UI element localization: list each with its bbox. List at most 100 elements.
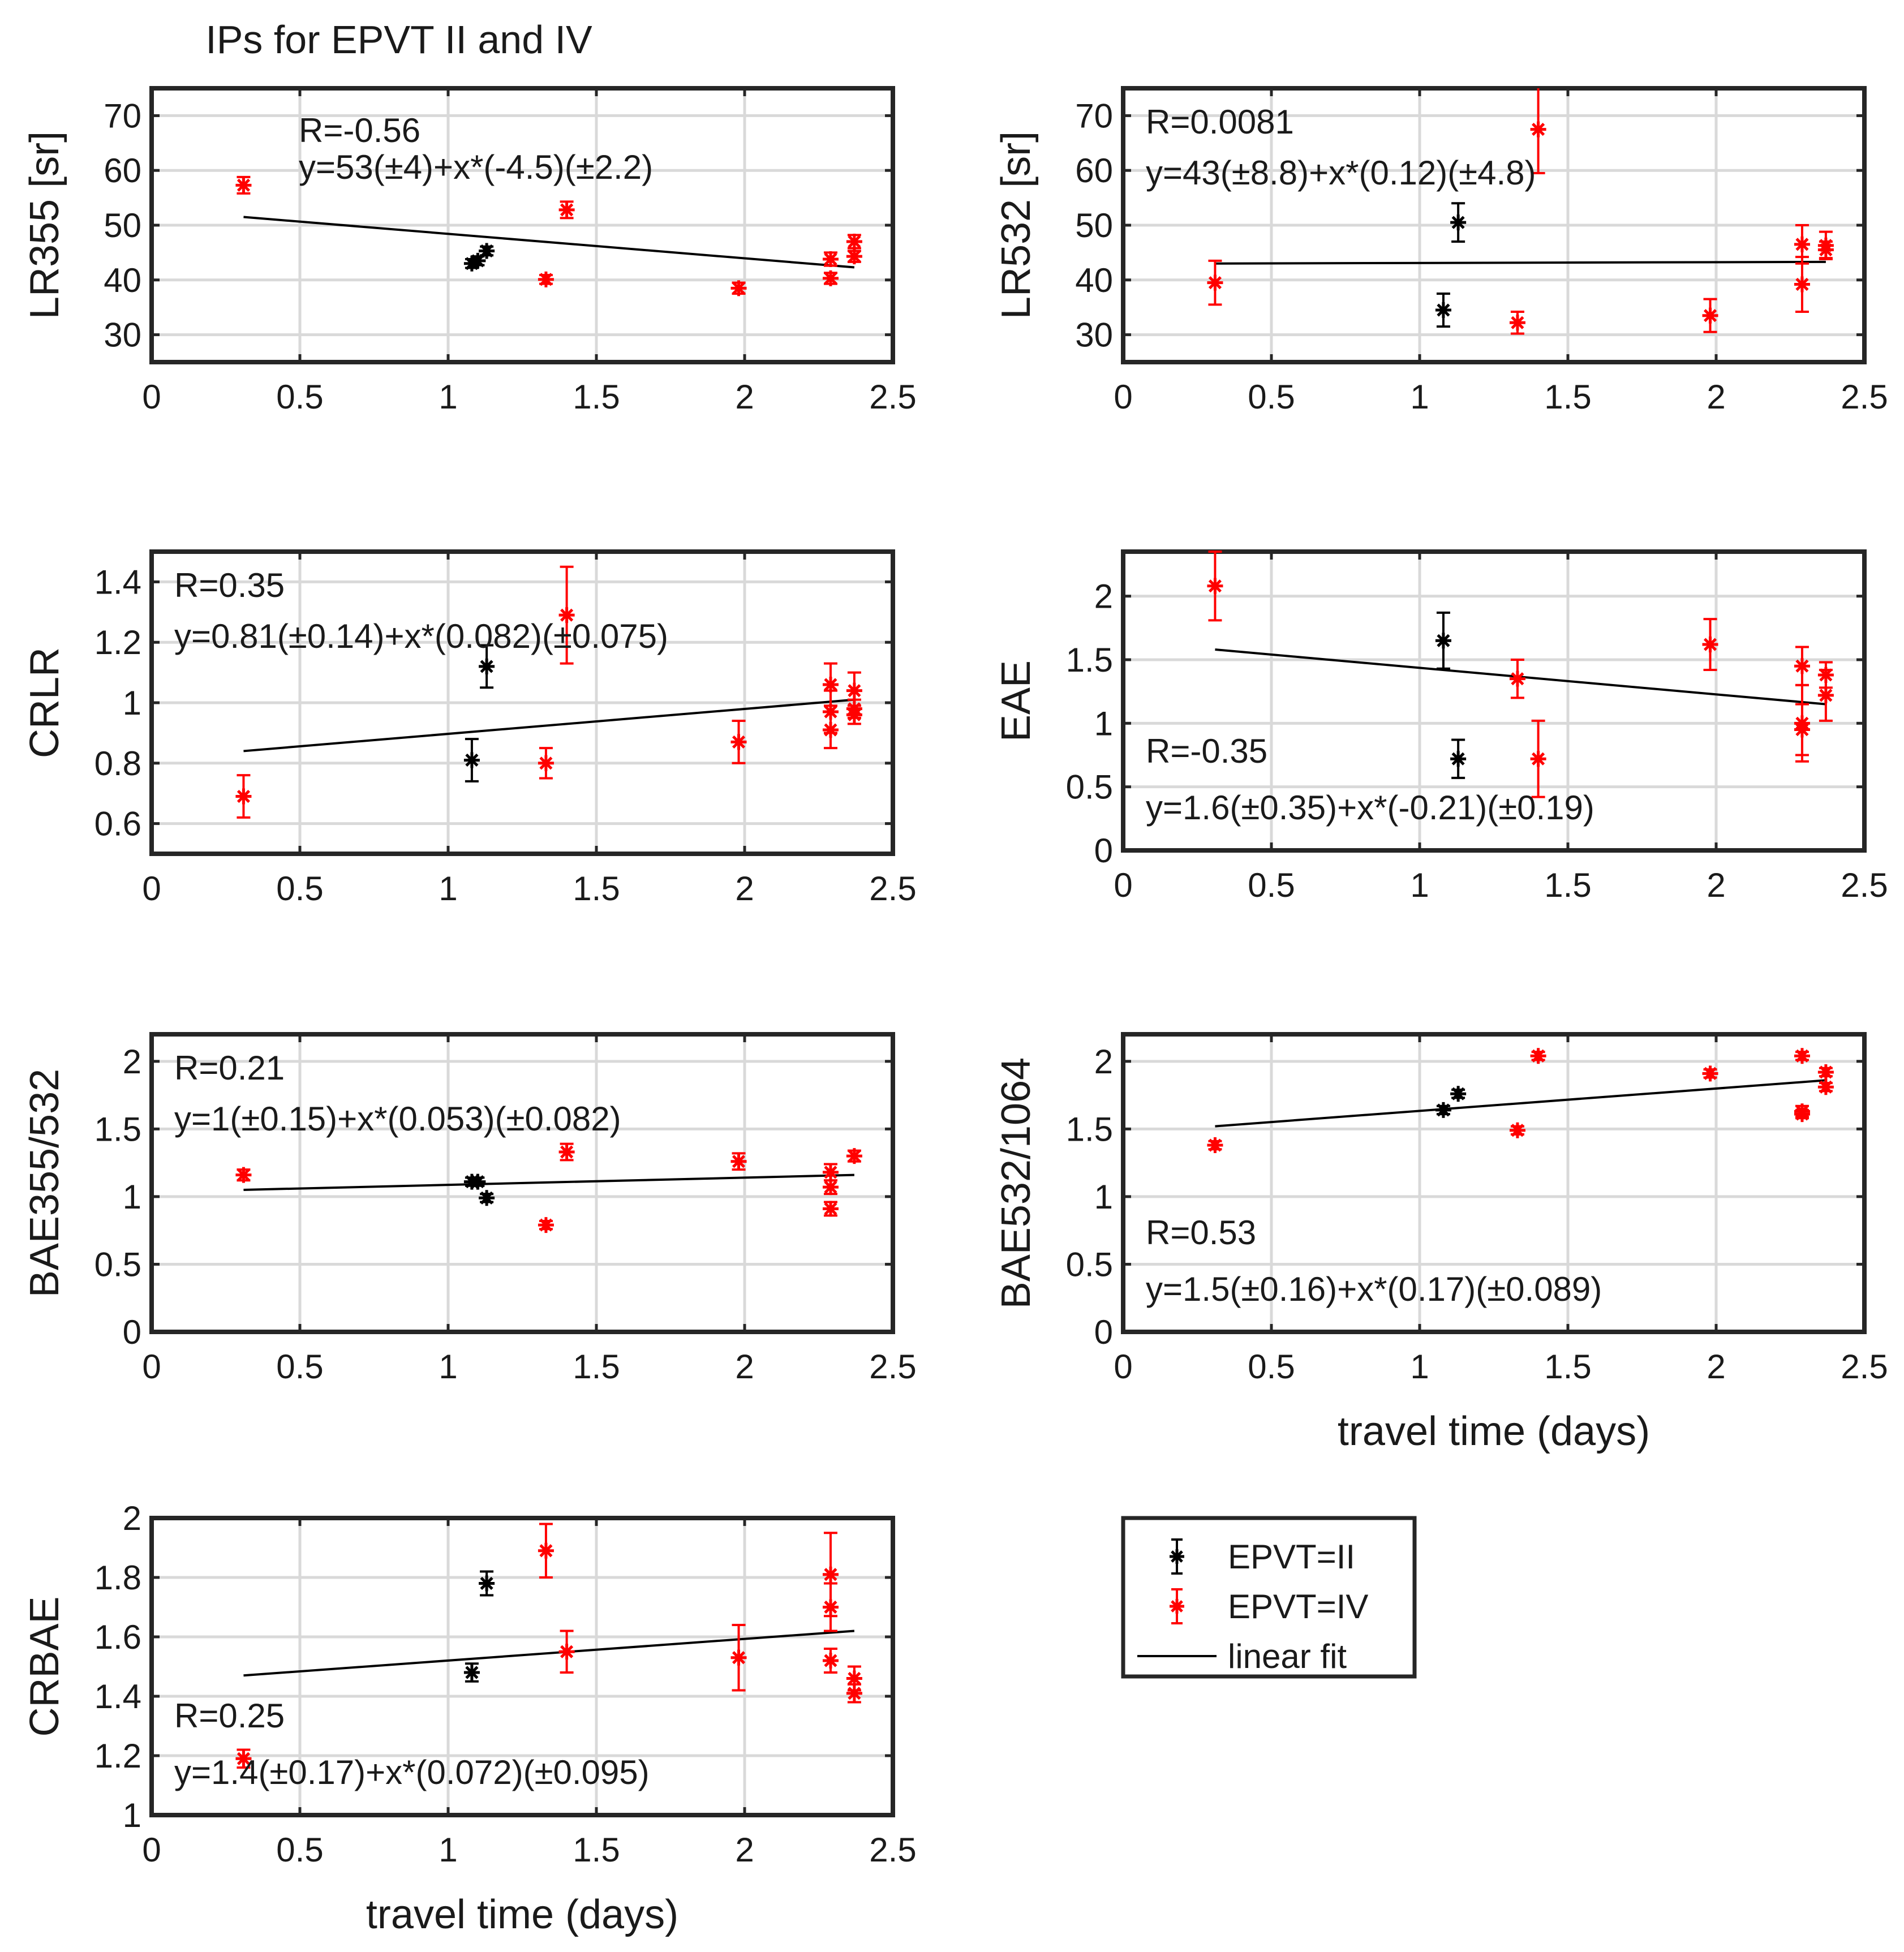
x-tick-label: 0.5: [276, 378, 323, 416]
data-point-epvt-iv: [1207, 1137, 1223, 1154]
y-tick-label: 2: [1094, 1043, 1113, 1081]
chart-panel-lr355: 0 0.5 1 1.5 2 2.5 30 40 50 60 70 LR355 [sr] R=-0.56y…: [22, 86, 917, 416]
y-tick-label: 0: [1094, 1313, 1113, 1351]
axes-frame: [149, 1516, 895, 1817]
x-tick-label: 0: [1114, 1348, 1132, 1386]
x-tick-label: 1: [1410, 378, 1429, 416]
x-tick-label: 0: [142, 378, 161, 416]
data-point-epvt-iv: [538, 1217, 554, 1233]
data-point-epvt-iv: [1509, 310, 1525, 335]
x-tick-label: 1: [1410, 1348, 1429, 1386]
data-point-epvt-ii: [1435, 293, 1451, 328]
axes-frame: [1121, 1032, 1867, 1334]
data-point-epvt-ii: [1435, 611, 1451, 670]
data-point-epvt-ii: [470, 252, 486, 269]
x-tick-label: 0.5: [276, 1831, 323, 1869]
y-tick-label: 0: [1094, 832, 1113, 870]
data-point-epvt-ii: [479, 644, 495, 689]
asterisk-marker: [1817, 1064, 1834, 1080]
asterisk-marker: [470, 1173, 486, 1190]
x-tick-label: 2: [1707, 378, 1725, 416]
legend-entry-label: EPVT=IV: [1228, 1588, 1368, 1626]
asterisk-marker: [846, 707, 862, 723]
y-tick-label: 2: [123, 1499, 141, 1537]
data-point-epvt-iv: [1207, 259, 1223, 306]
x-tick-label: 1.5: [573, 1831, 620, 1869]
asterisk-marker: [1794, 721, 1810, 738]
y-tick-label: 1: [1094, 1178, 1113, 1216]
asterisk-marker: [1817, 1079, 1834, 1095]
asterisk-marker: [1530, 121, 1546, 137]
x-tick-label: 0.5: [276, 1348, 323, 1386]
asterisk-marker: [846, 234, 862, 250]
data-point-epvt-iv: [1794, 1106, 1810, 1123]
data-point-epvt-iv: [1794, 703, 1810, 756]
data-point-epvt-iv: [1702, 618, 1718, 671]
fit-equation-label: y=53(±4)+x*(-4.5)(±2.2): [299, 148, 653, 186]
y-tick-label: 1.4: [94, 1678, 141, 1715]
asterisk-marker: [846, 1685, 862, 1701]
data-point-epvt-iv: [1794, 646, 1810, 686]
asterisk-marker: [1450, 751, 1467, 767]
y-tick-label: 1.2: [94, 1737, 141, 1775]
x-tick-label: 2: [1707, 866, 1725, 904]
y-tick-label: 1.5: [1066, 641, 1113, 679]
asterisk-marker: [479, 1575, 495, 1592]
asterisk-marker: [463, 1665, 480, 1680]
asterisk-marker: [538, 1542, 554, 1559]
asterisk-marker: [479, 243, 495, 259]
chart-panel-lr532: 0 0.5 1 1.5 2 2.5 30 40 50 60 70 LR532 [sr] R=0.0081…: [994, 86, 1888, 416]
chart-panel-eae: 0 0.5 1 1.5 2 2.5 0 0.5 1 1.5 2 EAE R=-0.35 y=1.6(±0.…: [994, 549, 1888, 904]
x-tick-label: 0.5: [1248, 866, 1295, 904]
y-tick-label: 30: [1075, 316, 1113, 354]
y-tick-label: 1.5: [94, 1110, 141, 1148]
chart-panel-bae532: 0 0.5 1 1.5 2 2.5 0 0.5 1 1.5 2 BAE532/1064 travel t…: [994, 1032, 1888, 1454]
x-tick-label: 2.5: [869, 378, 916, 416]
x-tick-label: 2: [735, 1348, 754, 1386]
x-tick-label: 1.5: [1544, 1348, 1591, 1386]
data-point-epvt-iv: [730, 280, 747, 296]
legend-asterisk-marker: [1170, 1549, 1184, 1564]
y-tick-label: 50: [104, 207, 141, 244]
x-tick-label: 2.5: [869, 870, 916, 908]
correlation-label: R=0.0081: [1146, 103, 1294, 141]
data-point-epvt-iv: [822, 270, 839, 286]
correlation-label: R=0.35: [174, 566, 285, 604]
data-point-epvt-ii: [1450, 1086, 1467, 1102]
y-tick-label: 0: [123, 1313, 141, 1351]
asterisk-marker: [730, 280, 747, 296]
data-point-epvt-iv: [822, 1582, 839, 1632]
data-point-epvt-ii: [1435, 1102, 1451, 1118]
asterisk-marker: [1794, 276, 1810, 293]
fit-equation-label: y=1.5(±0.16)+x*(0.17)(±0.089): [1146, 1270, 1602, 1308]
data-point-epvt-iv: [235, 774, 252, 819]
fit-equation-label: y=1.6(±0.35)+x*(-0.21)(±0.19): [1146, 789, 1594, 827]
asterisk-marker: [846, 1670, 862, 1687]
x-tick-label: 0.5: [276, 870, 323, 908]
data-point-epvt-iv: [1817, 668, 1834, 722]
y-axis-label: LR532 [sr]: [994, 131, 1039, 319]
asterisk-marker: [558, 607, 575, 624]
asterisk-marker: [1530, 1048, 1546, 1064]
y-tick-label: 1: [123, 684, 141, 722]
data-point-epvt-iv: [538, 1523, 554, 1579]
data-point-epvt-iv: [822, 1201, 839, 1217]
asterisk-marker: [730, 1649, 747, 1666]
y-tick-label: 2: [123, 1043, 141, 1081]
asterisk-marker: [730, 734, 747, 750]
asterisk-marker: [235, 1751, 252, 1767]
data-point-epvt-iv: [235, 175, 252, 195]
data-point-epvt-iv: [846, 234, 862, 250]
axes-frame: [149, 1032, 895, 1334]
x-tick-label: 0: [1114, 378, 1132, 416]
x-tick-label: 0: [142, 1831, 161, 1869]
asterisk-marker: [822, 1599, 839, 1615]
data-point-epvt-ii: [463, 1662, 480, 1683]
data-point-epvt-iv: [822, 1163, 839, 1182]
x-tick-label: 0.5: [1248, 1348, 1295, 1386]
y-tick-label: 30: [104, 316, 141, 354]
data-point-epvt-iv: [235, 1748, 252, 1769]
asterisk-marker: [846, 682, 862, 699]
data-point-epvt-iv: [822, 251, 839, 268]
asterisk-marker: [822, 1164, 839, 1180]
